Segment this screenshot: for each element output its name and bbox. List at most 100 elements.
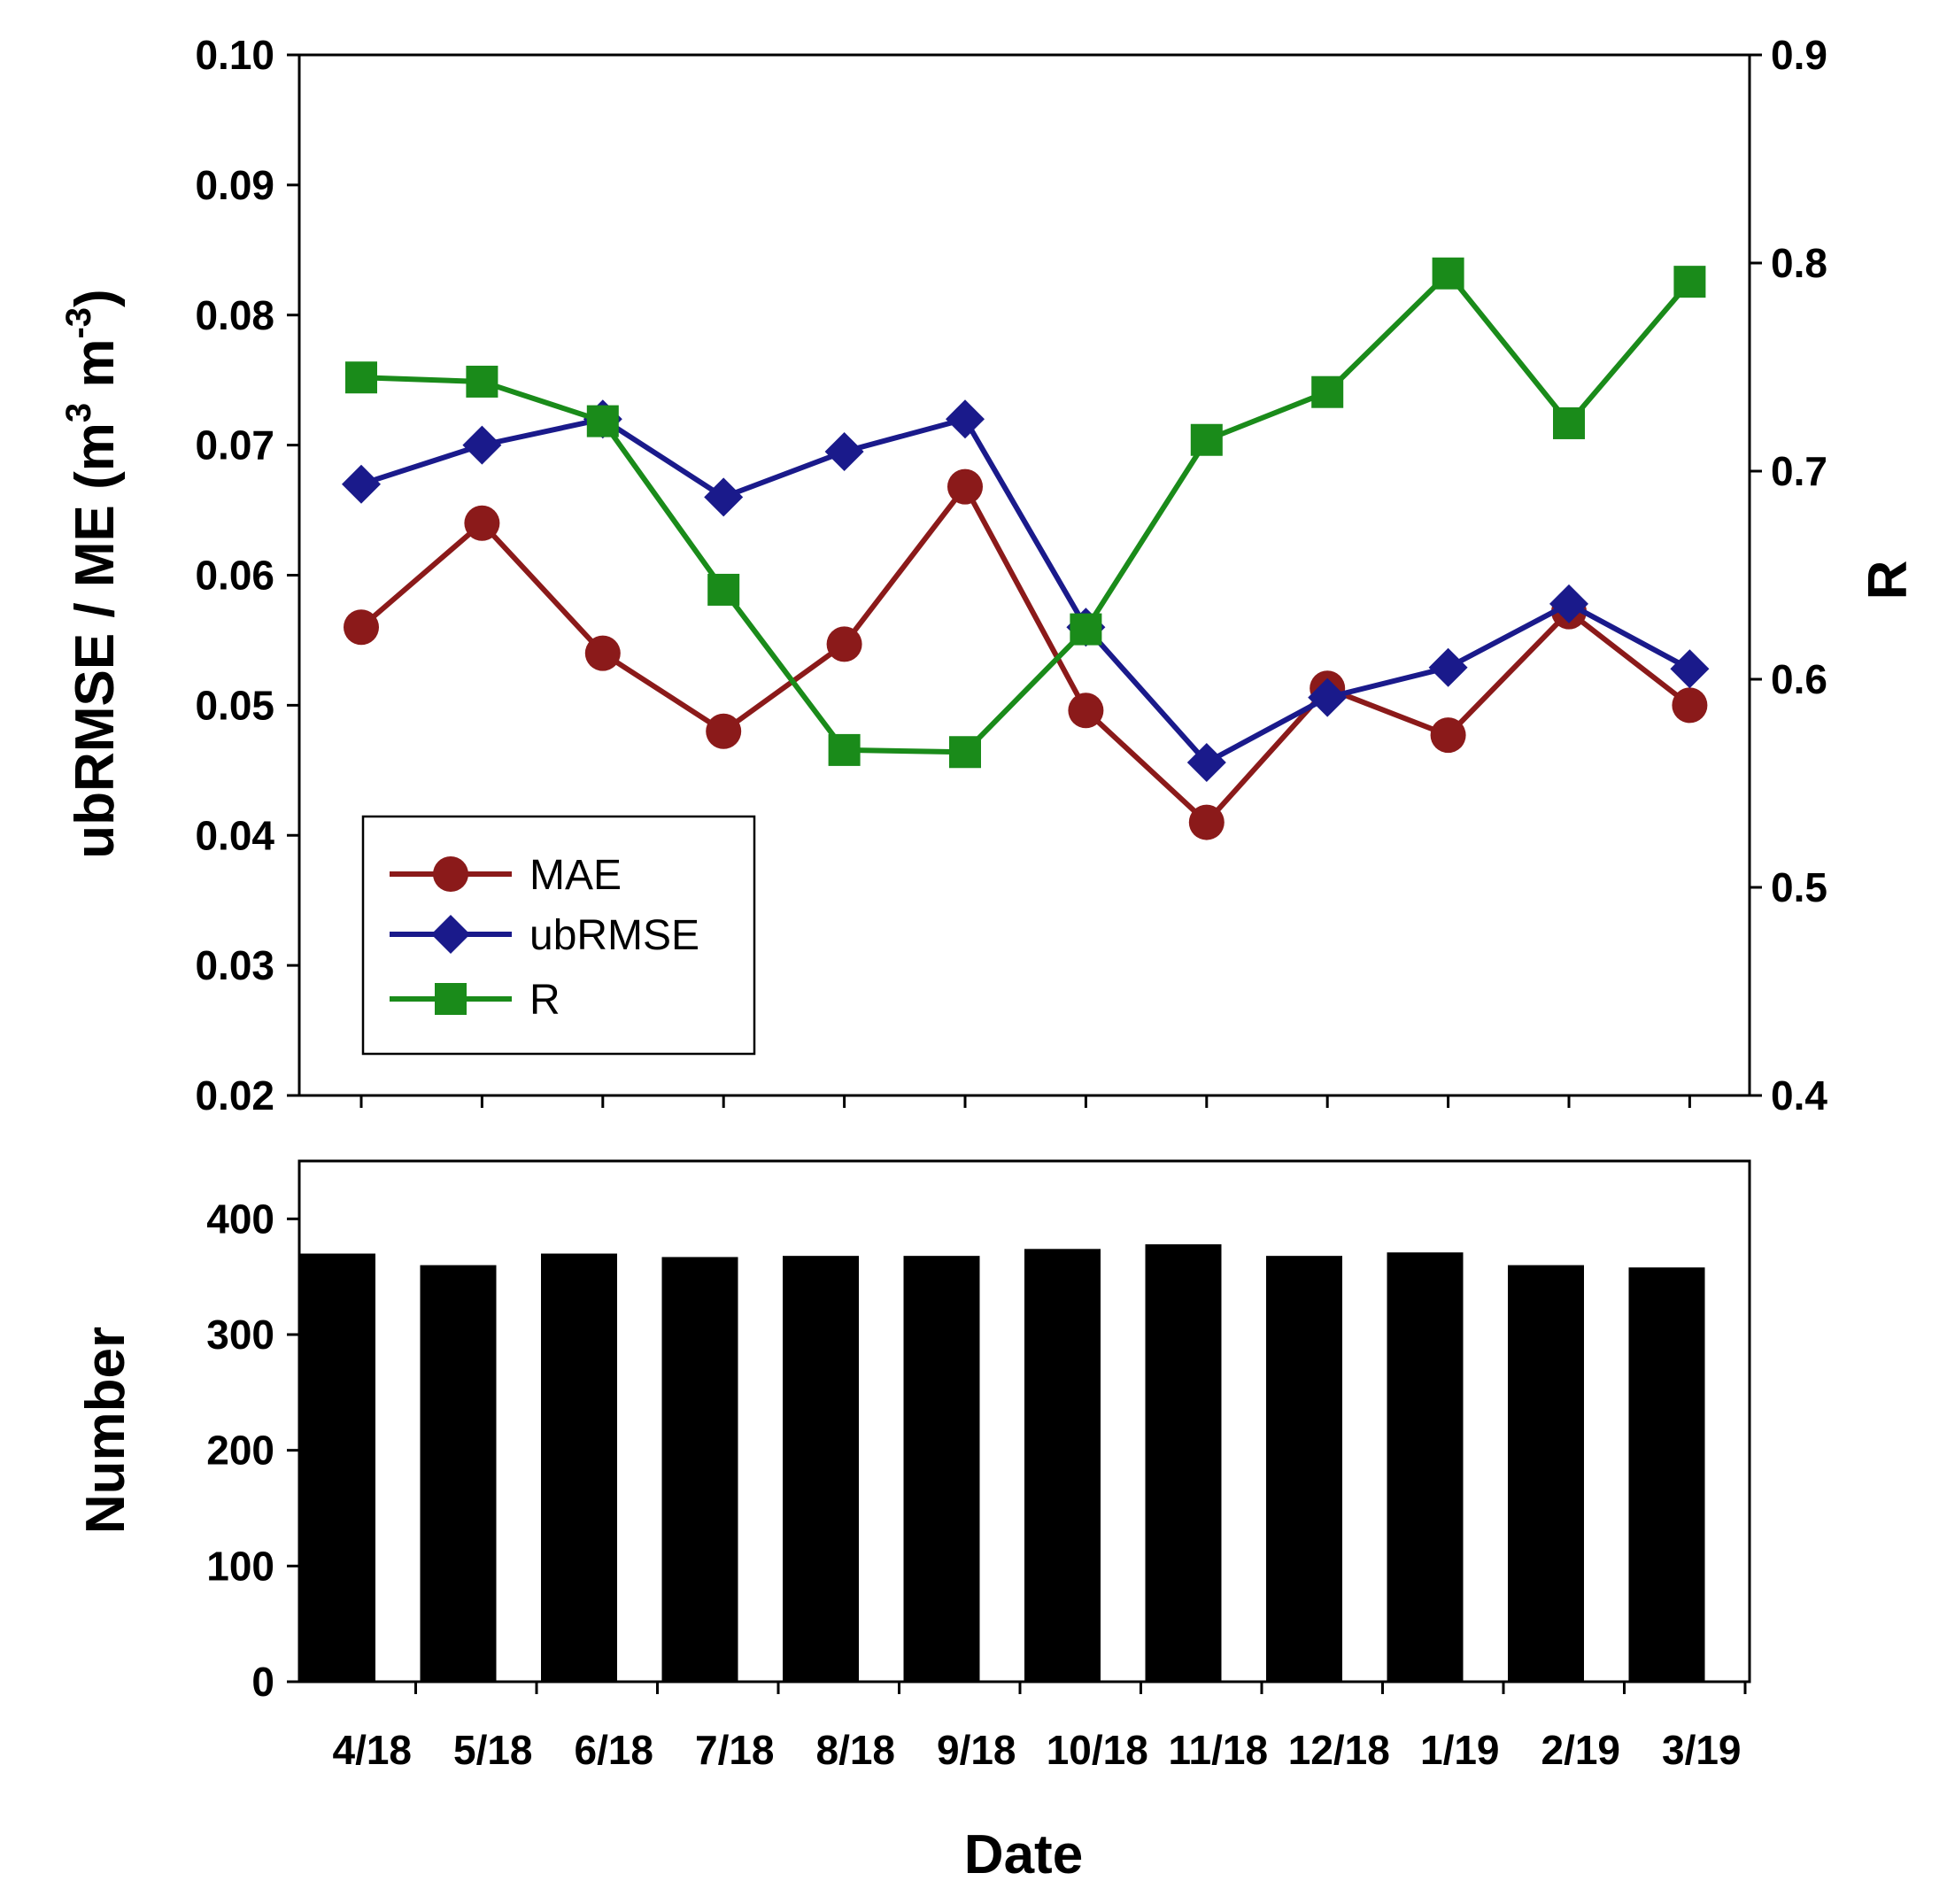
x-tick-label: 11/18 — [1168, 1727, 1268, 1773]
bar — [1145, 1244, 1222, 1682]
mae-point — [826, 626, 862, 662]
bottom-left-tick-label: 200 — [206, 1428, 274, 1474]
legend: MAE ubRMSE R — [361, 815, 756, 1056]
ubrmse-point — [824, 431, 864, 471]
x-tick-label: 8/18 — [815, 1727, 895, 1773]
bar — [541, 1253, 617, 1682]
r-point — [1190, 423, 1223, 456]
bar — [1508, 1265, 1584, 1682]
bar — [299, 1253, 375, 1682]
r-point — [707, 573, 740, 606]
series-line-mae — [359, 484, 1692, 825]
legend-ubrmse-marker — [431, 915, 470, 954]
left-axis-ticks: 0.02 0.03 0.04 0.05 0.06 0.07 0.08 0.09 0.10 — [195, 32, 299, 1118]
left-tick-label: 0.10 — [195, 32, 274, 78]
left-axis-title: ubRMSE / ME (m3 m-3) — [59, 289, 126, 858]
r-point — [1311, 375, 1344, 408]
x-tick-label: 7/18 — [695, 1727, 775, 1773]
legend-item-r: R — [390, 977, 560, 1024]
legend-ubrmse-label: ubRMSE — [529, 912, 699, 959]
bottom-left-tick-label: 100 — [206, 1543, 274, 1589]
ubrmse-point — [946, 399, 985, 439]
r-point — [466, 365, 498, 398]
left-tick-label: 0.03 — [195, 942, 274, 988]
x-tick-label: 10/18 — [1047, 1727, 1148, 1773]
legend-r-label: R — [529, 977, 560, 1024]
x-tick-label: 9/18 — [937, 1727, 1016, 1773]
right-tick-label: 0.5 — [1771, 864, 1827, 910]
bar — [420, 1265, 497, 1682]
bar — [1024, 1249, 1101, 1682]
bottom-left-axis-ticks: 0 100 200 300 400 — [206, 1196, 299, 1705]
ubrmse-point — [1186, 743, 1226, 782]
mae-point — [947, 468, 983, 505]
ubrmse-point — [704, 477, 744, 517]
x-tick-label: 5/18 — [453, 1727, 533, 1773]
r-point — [828, 733, 861, 766]
right-tick-label: 0.4 — [1771, 1072, 1827, 1118]
bar-layer — [299, 1244, 1705, 1682]
left-tick-label: 0.06 — [195, 553, 274, 599]
right-tick-label: 0.9 — [1771, 32, 1827, 78]
bar — [903, 1256, 980, 1682]
left-axis-title-sup2: -3 — [59, 307, 98, 339]
legend-item-ubrmse: ubRMSE — [390, 912, 699, 959]
r-point — [345, 361, 377, 394]
right-tick-label: 0.8 — [1771, 240, 1827, 286]
bottom-left-tick-label: 0 — [251, 1659, 274, 1705]
bar — [1628, 1267, 1705, 1682]
top-line-chart: 0.02 0.03 0.04 0.05 0.06 0.07 0.08 0.09 0.10 0.4… — [59, 32, 1919, 1118]
left-axis-title-sup1: 3 — [59, 403, 98, 422]
r-point — [949, 736, 981, 769]
mae-point — [1430, 717, 1466, 754]
mae-point — [706, 713, 742, 749]
x-tick-label: 2/19 — [1541, 1727, 1620, 1773]
right-tick-label: 0.7 — [1771, 448, 1827, 494]
left-tick-label: 0.09 — [195, 162, 274, 208]
series-line-ubrmse — [360, 416, 1691, 765]
x-tick-label: 3/19 — [1662, 1727, 1742, 1773]
ubrmse-point — [1308, 677, 1348, 717]
bottom-left-tick-label: 300 — [206, 1312, 274, 1358]
series-r — [345, 257, 1706, 769]
legend-mae-marker — [433, 856, 468, 892]
x-tick-label: 6/18 — [574, 1727, 653, 1773]
right-axis-title: R — [1858, 561, 1919, 600]
mae-point — [1188, 804, 1225, 840]
left-tick-label: 0.04 — [195, 812, 274, 858]
top-x-axis-ticks — [359, 1095, 1691, 1108]
bottom-x-axis-ticks: 4/18 5/18 6/18 7/18 8/18 9/18 10/18 11/18 12/18 1… — [332, 1682, 1747, 1773]
bottom-left-tick-label: 400 — [206, 1196, 274, 1242]
bar — [783, 1256, 859, 1682]
r-point — [1432, 257, 1464, 290]
mae-point — [1068, 693, 1104, 729]
left-tick-label: 0.08 — [195, 292, 274, 338]
legend-item-mae: MAE — [390, 852, 622, 899]
x-tick-label: 12/18 — [1288, 1727, 1390, 1773]
left-tick-label: 0.05 — [195, 682, 274, 728]
ubrmse-point — [1670, 649, 1710, 689]
legend-mae-label: MAE — [529, 852, 622, 899]
r-point — [1070, 613, 1102, 646]
r-point — [1673, 266, 1706, 298]
ubrmse-point — [1549, 584, 1588, 623]
bottom-bar-chart: 0 100 200 300 400 4/18 5/18 6/18 7/18 8/18 9/18 10… — [75, 1159, 1751, 1885]
r-point — [1553, 406, 1585, 439]
right-axis-ticks: 0.4 0.5 0.6 0.7 0.8 0.9 — [1750, 32, 1827, 1118]
series-layer — [342, 257, 1710, 840]
ubrmse-point — [342, 464, 381, 504]
left-tick-label: 0.07 — [195, 422, 274, 468]
right-tick-label: 0.6 — [1771, 656, 1827, 702]
bar — [1387, 1252, 1464, 1682]
mae-point — [584, 635, 621, 671]
mae-point — [1672, 687, 1708, 724]
mae-point — [344, 609, 379, 646]
x-tick-label: 1/19 — [1420, 1727, 1500, 1773]
left-tick-label: 0.02 — [195, 1072, 274, 1118]
x-axis-title: Date — [964, 1824, 1083, 1885]
ubrmse-point — [462, 425, 502, 465]
x-tick-label: 4/18 — [332, 1727, 412, 1773]
ubrmse-point — [1428, 647, 1468, 687]
bar — [661, 1257, 738, 1682]
